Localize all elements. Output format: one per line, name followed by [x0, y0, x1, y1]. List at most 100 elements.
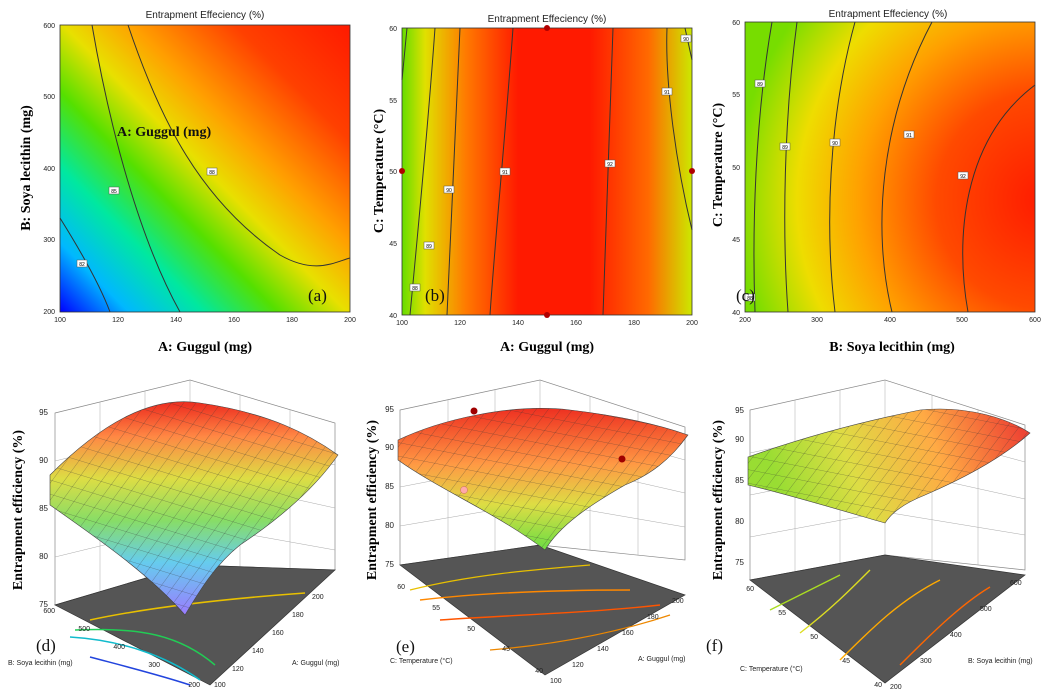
x-axis-label: A: Guggul (mg) [158, 340, 252, 355]
x-axis-label: C: Temperature (°C) [390, 657, 453, 665]
plot-area [401, 27, 693, 316]
front-x-ticks: 40 45 50 55 60 [746, 586, 882, 689]
contour-line [401, 27, 408, 81]
tick-label: 140 [512, 320, 524, 327]
tick-label: 160 [622, 630, 634, 637]
tick-label: 60 [389, 26, 397, 33]
floor-contour [89, 592, 306, 621]
z-axis-label: Entrapment efficiency (%) [711, 420, 726, 581]
floor-contour [69, 636, 201, 681]
front-x-ticks: 200 300 400 500 600 [43, 608, 200, 689]
y-axis-label: C: Temperature (°C) [372, 109, 387, 234]
tick-label: 40 [535, 668, 543, 675]
contour-label: 88 [409, 283, 421, 292]
svg-text:88: 88 [747, 296, 753, 302]
tick-label: 200 [672, 598, 684, 605]
tick-label: 40 [389, 313, 397, 320]
svg-text:85: 85 [111, 189, 117, 195]
tick-label: 95 [735, 406, 744, 415]
z-axis-label: Entrapment efficiency (%) [11, 430, 26, 591]
front-y-ticks: 200 300 400 500 600 [890, 580, 1022, 691]
svg-text:89: 89 [782, 145, 788, 151]
tick-label: 300 [920, 658, 932, 665]
tick-label: 120 [454, 320, 466, 327]
tick-label: 80 [385, 521, 394, 530]
chart-title: Entrapment Effeciency (%) [829, 9, 948, 20]
contour-label: 92 [604, 159, 616, 168]
tick-label: 400 [43, 166, 55, 173]
svg-text:91: 91 [906, 133, 912, 139]
tick-label: 180 [628, 320, 640, 327]
floor-contour [89, 656, 191, 686]
tick-label: 200 [890, 684, 902, 691]
contour-label: 91 [903, 130, 915, 139]
svg-text:92: 92 [607, 162, 613, 168]
x-ticks: 200 300 400 500 600 [739, 317, 1041, 324]
z-ticks: 75 80 85 90 95 [385, 405, 394, 569]
design-point [689, 168, 695, 174]
contour-plot-c: Entrapment Effeciency (%) 88 89 89 90 91… [711, 9, 1041, 355]
contour-line [962, 84, 1036, 313]
tick-label: 200 [43, 309, 55, 316]
floor-contour [419, 589, 631, 601]
floor-contour [799, 569, 871, 634]
contour-line [127, 24, 351, 267]
tick-label: 95 [39, 408, 48, 417]
tick-label: 45 [842, 658, 850, 665]
tick-label: 55 [389, 98, 397, 105]
tick-label: 75 [385, 560, 394, 569]
tick-label: 180 [286, 317, 298, 324]
tick-label: 300 [43, 237, 55, 244]
chart-title: Entrapment Effeciency (%) [488, 14, 607, 25]
x-axis-label: C: Temperature (°C) [740, 665, 803, 673]
contour-label: 90 [680, 34, 692, 43]
x-axis-label: A: Guggul (mg) [500, 340, 594, 355]
tick-label: 75 [39, 600, 48, 609]
contour-label: 89 [779, 142, 791, 151]
tick-label: 160 [570, 320, 582, 327]
surface-mesh [50, 401, 338, 615]
front-y-ticks: 100 120 140 160 180 200 [214, 594, 324, 689]
tick-label: 500 [980, 606, 992, 613]
tick-label: 120 [572, 662, 584, 669]
tick-label: 45 [389, 241, 397, 248]
contour-label: 92 [957, 171, 969, 180]
tick-label: 50 [732, 165, 740, 172]
surface-mesh [748, 409, 1030, 523]
tick-label: 90 [39, 456, 48, 465]
contour-line [91, 24, 181, 313]
tick-label: 40 [732, 310, 740, 317]
design-point [544, 25, 550, 31]
tick-label: 400 [884, 317, 896, 324]
contour-line [59, 217, 111, 313]
contour-line [666, 27, 693, 231]
tick-label: 600 [43, 608, 55, 615]
contour-label: 91 [499, 167, 511, 176]
tick-label: 55 [778, 610, 786, 617]
chart-title: Entrapment Effeciency (%) [146, 10, 265, 21]
tick-label: 600 [1010, 580, 1022, 587]
contour-plot-b: Entrapment Effeciency (%) 88 89 90 91 92… [372, 14, 698, 355]
tick-label: 600 [1029, 317, 1041, 324]
tick-label: 45 [502, 646, 510, 653]
tick-label: 300 [148, 662, 160, 669]
surface-mesh [398, 408, 688, 550]
contour-line [489, 27, 514, 316]
panel-label: (c) [736, 286, 755, 305]
contour-label: 89 [754, 79, 766, 88]
tick-label: 85 [735, 476, 744, 485]
tick-label: 50 [389, 169, 397, 176]
tick-label: 60 [746, 586, 754, 593]
tick-label: 180 [647, 614, 659, 621]
x-axis-label: B: Soya lecithin (mg) [8, 660, 73, 667]
contour-label: 85 [108, 186, 120, 195]
design-point [399, 168, 405, 174]
tick-label: 200 [686, 320, 698, 327]
x-ticks: 100 120 140 160 180 200 [396, 320, 698, 327]
tick-label: 120 [112, 317, 124, 324]
svg-text:90: 90 [832, 141, 838, 147]
tick-label: 60 [732, 20, 740, 27]
y-axis-label: B: Soya lecithin (mg) [19, 105, 34, 231]
contour-label: 91 [661, 87, 673, 96]
z-ticks: 75 80 85 90 95 [39, 408, 48, 609]
